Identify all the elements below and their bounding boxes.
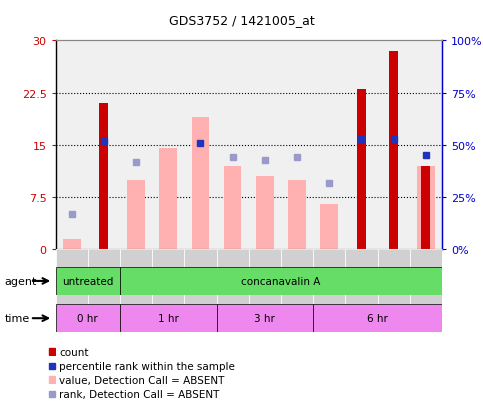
Bar	[56, 304, 120, 332]
Text: GDS3752 / 1421005_at: GDS3752 / 1421005_at	[169, 14, 314, 27]
Bar	[224, 166, 242, 250]
Text: 0 hr: 0 hr	[77, 313, 98, 323]
Bar	[313, 250, 345, 322]
Bar	[88, 250, 120, 322]
Bar	[49, 376, 55, 384]
Text: 1 hr: 1 hr	[158, 313, 179, 323]
Bar	[410, 250, 442, 322]
Bar	[127, 180, 145, 250]
Bar	[56, 250, 88, 322]
Bar	[120, 267, 442, 295]
Bar	[49, 348, 55, 356]
Bar	[357, 90, 366, 250]
Bar	[216, 304, 313, 332]
Bar	[63, 240, 81, 250]
Text: value, Detection Call = ABSENT: value, Detection Call = ABSENT	[59, 375, 224, 385]
Bar	[185, 250, 216, 322]
Text: percentile rank within the sample: percentile rank within the sample	[59, 361, 235, 371]
Bar	[417, 166, 435, 250]
Bar	[120, 250, 152, 322]
Text: time: time	[5, 313, 30, 323]
Text: 6 hr: 6 hr	[367, 313, 388, 323]
Bar	[152, 250, 185, 322]
Bar	[313, 304, 442, 332]
Bar	[320, 205, 338, 250]
Text: concanavalin A: concanavalin A	[241, 276, 321, 286]
Bar	[281, 250, 313, 322]
Bar	[389, 52, 398, 250]
Bar	[99, 104, 108, 250]
Bar	[192, 118, 209, 250]
Bar	[378, 250, 410, 322]
Bar	[288, 180, 306, 250]
Text: 3 hr: 3 hr	[255, 313, 275, 323]
Bar	[216, 250, 249, 322]
Bar	[159, 149, 177, 250]
Bar	[256, 177, 274, 250]
Bar	[56, 267, 120, 295]
Bar	[249, 250, 281, 322]
Text: agent: agent	[5, 276, 37, 286]
Bar	[345, 250, 378, 322]
Bar	[120, 304, 216, 332]
Text: untreated: untreated	[62, 276, 114, 286]
Text: rank, Detection Call = ABSENT: rank, Detection Call = ABSENT	[59, 389, 219, 399]
Text: count: count	[59, 347, 88, 357]
Bar	[421, 166, 430, 250]
